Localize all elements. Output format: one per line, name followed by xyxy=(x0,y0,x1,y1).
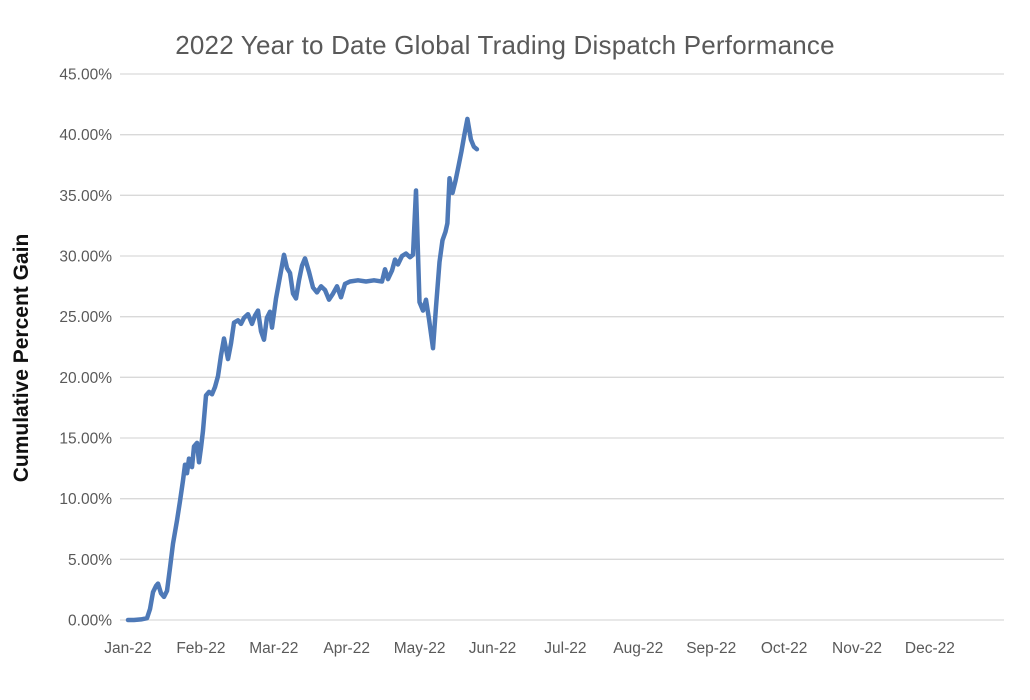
series-line xyxy=(125,116,480,623)
x-tick-label: Jul-22 xyxy=(544,640,586,657)
y-tick-label: 30.00% xyxy=(59,249,112,266)
y-tick-label: 0.00% xyxy=(68,613,112,630)
y-tick-label: 20.00% xyxy=(59,370,112,387)
y-tick-label: 45.00% xyxy=(59,67,112,84)
x-tick-label: Jun-22 xyxy=(469,640,516,657)
y-tick-label: 5.00% xyxy=(68,552,112,569)
x-tick-label: Dec-22 xyxy=(905,640,955,657)
x-tick-label: Nov-22 xyxy=(832,640,882,657)
x-tick-label: Jan-22 xyxy=(104,640,151,657)
y-tick-label: 40.00% xyxy=(59,127,112,144)
x-tick-label: May-22 xyxy=(394,640,446,657)
y-tick-label: 25.00% xyxy=(59,309,112,326)
y-tick-label: 15.00% xyxy=(59,431,112,448)
y-tick-label: 10.00% xyxy=(59,491,112,508)
x-tick-label: Sep-22 xyxy=(686,640,736,657)
x-tick-label: Mar-22 xyxy=(249,640,298,657)
x-tick-label: Aug-22 xyxy=(613,640,663,657)
y-tick-label: 35.00% xyxy=(59,188,112,205)
chart-title: 2022 Year to Date Global Trading Dispatc… xyxy=(175,30,835,60)
x-tick-label: Apr-22 xyxy=(323,640,370,657)
x-tick-label: Oct-22 xyxy=(761,640,808,657)
x-tick-label: Feb-22 xyxy=(176,640,225,657)
